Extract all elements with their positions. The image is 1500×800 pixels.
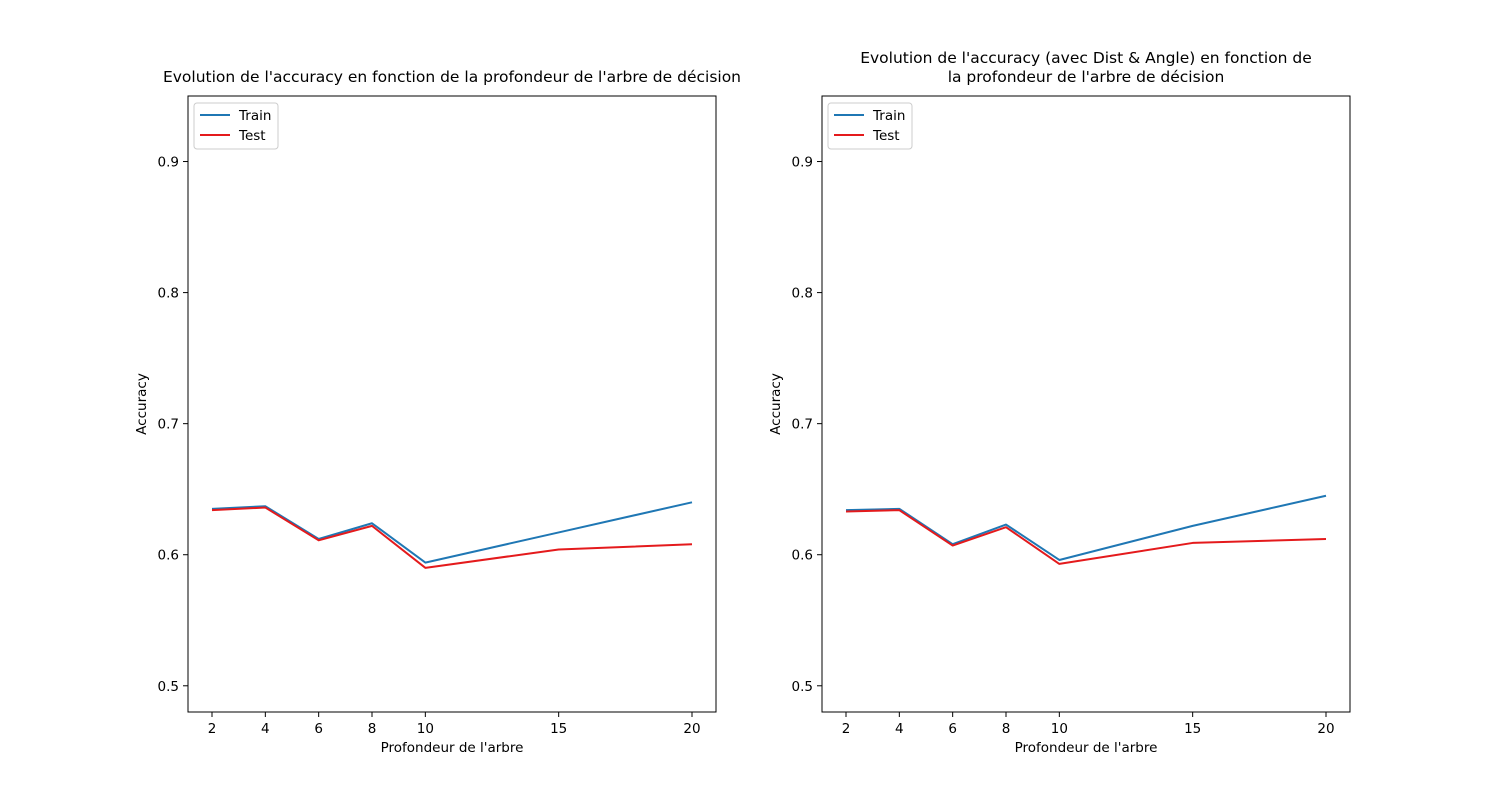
y-tick-label: 0.5	[158, 679, 179, 695]
chart-title-line: la profondeur de l'arbre de décision	[948, 68, 1225, 86]
x-tick-label: 2	[842, 721, 851, 737]
x-tick-label: 15	[1184, 721, 1201, 737]
plot-frame	[187, 95, 717, 713]
x-tick-label: 2	[208, 721, 217, 737]
y-axis-label: Accuracy	[768, 373, 784, 435]
chart-panel-2: Evolution de l'accuracy (avec Dist & Ang…	[768, 49, 1351, 756]
y-tick-label: 0.5	[792, 679, 813, 695]
series-line-test	[211, 506, 693, 569]
series-line-train	[211, 501, 693, 564]
plot-frame	[821, 95, 1351, 713]
legend-label-train: Train	[238, 108, 271, 124]
x-tick-label: 6	[314, 721, 323, 737]
legend-label-test: Test	[872, 128, 900, 144]
x-tick-label: 15	[550, 721, 567, 737]
x-tick-label: 20	[1317, 721, 1334, 737]
x-tick-label: 8	[368, 721, 377, 737]
legend-label-test: Test	[238, 128, 266, 144]
x-tick-label: 20	[683, 721, 700, 737]
x-tick-label: 8	[1002, 721, 1011, 737]
y-tick-label: 0.8	[158, 286, 179, 302]
legend: Train Test	[827, 102, 913, 150]
x-tick-label: 10	[417, 721, 434, 737]
y-tick-label: 0.9	[792, 155, 813, 171]
chart-title-line: Evolution de l'accuracy (avec Dist & Ang…	[860, 49, 1312, 67]
chart-panel-1: Evolution de l'accuracy en fonction de l…	[134, 68, 741, 756]
y-tick-label: 0.6	[158, 548, 179, 564]
y-tick-label: 0.9	[158, 155, 179, 171]
chart-title-line: Evolution de l'accuracy en fonction de l…	[163, 68, 741, 86]
x-axis-label: Profondeur de l'arbre	[381, 740, 524, 756]
y-tick-label: 0.7	[158, 417, 179, 433]
y-tick-label: 0.7	[792, 417, 813, 433]
y-tick-label: 0.6	[792, 548, 813, 564]
legend: Train Test	[193, 102, 279, 150]
legend-label-train: Train	[872, 108, 905, 124]
y-axis-label: Accuracy	[134, 373, 150, 435]
x-tick-label: 10	[1051, 721, 1068, 737]
y-tick-label: 0.8	[792, 286, 813, 302]
x-tick-label: 4	[895, 721, 904, 737]
x-tick-label: 4	[261, 721, 270, 737]
series-line-train	[845, 494, 1327, 561]
x-tick-label: 6	[948, 721, 957, 737]
x-axis-label: Profondeur de l'arbre	[1015, 740, 1158, 756]
series-line-test	[845, 509, 1327, 565]
